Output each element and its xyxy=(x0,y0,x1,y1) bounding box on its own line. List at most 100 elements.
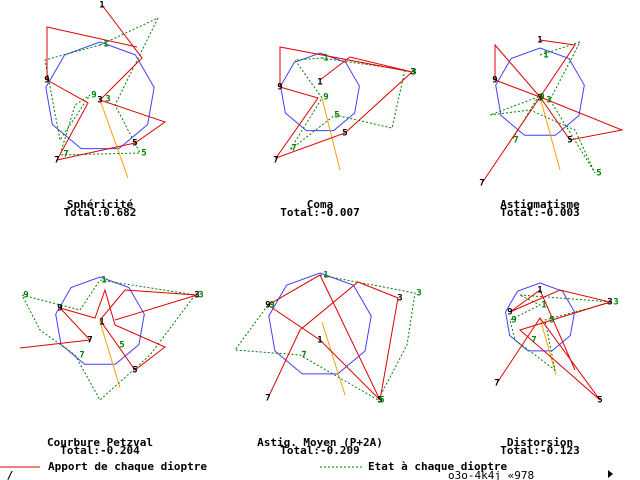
green-point-label: 5 xyxy=(334,111,339,121)
nonagon xyxy=(55,276,145,365)
green-point-label: 9 xyxy=(91,91,96,101)
green-point-label: 7 xyxy=(63,150,68,160)
green-point-label: 3 xyxy=(198,291,203,301)
orange-ray xyxy=(539,96,561,171)
nonagon xyxy=(280,52,360,132)
green-point-label: 1 xyxy=(101,276,106,286)
panel-title: Astigmatisme xyxy=(500,198,580,211)
panel-title: Distorsion xyxy=(507,436,573,449)
green-point-label: 7 xyxy=(513,136,518,146)
green-point-label: 1 xyxy=(543,51,548,61)
point-label: 5 xyxy=(132,366,137,376)
point-label: 1 xyxy=(317,78,322,88)
green-point-label: 9 xyxy=(23,291,28,301)
legend-red-text: Apport de chaque dioptre xyxy=(48,460,207,473)
point-label: 5 xyxy=(132,139,137,149)
point-label: 3 xyxy=(194,291,199,301)
green-point-label: 5 xyxy=(379,396,384,406)
green-point-label: 3 xyxy=(613,298,618,308)
legend-green-text: Etat à chaque dioptre xyxy=(368,460,507,473)
panel-total: Total:-0.123 xyxy=(500,444,579,457)
point-label: 7 xyxy=(273,156,278,166)
green-point-label: 3 xyxy=(411,68,416,78)
green-path xyxy=(509,294,613,372)
point-label: 3 xyxy=(397,294,402,304)
green-path xyxy=(234,274,416,401)
point-label: 9 xyxy=(492,76,497,86)
green-point-label: 3 xyxy=(546,96,551,106)
point-label: 7 xyxy=(265,394,270,404)
green-point-label: 9 xyxy=(269,301,274,311)
green-point-label: 9 xyxy=(539,93,544,103)
orange-ray xyxy=(321,97,341,171)
point-label: 7 xyxy=(479,179,484,189)
green-point-label: 3 xyxy=(416,289,421,299)
panel-total: Total:0.682 xyxy=(64,206,137,219)
point-label: 5 xyxy=(567,136,572,146)
green-path xyxy=(489,41,596,174)
point-label: 5 xyxy=(342,129,347,139)
point-label: 3 xyxy=(537,94,542,104)
nonagon xyxy=(505,282,575,352)
point-label: 5 xyxy=(597,396,602,406)
red-path xyxy=(46,4,167,161)
green-point-label: 1 xyxy=(103,40,108,50)
point-label: 5 xyxy=(377,396,382,406)
nonagon xyxy=(495,47,585,136)
green-point-label: 5 xyxy=(549,316,554,326)
green-point-label: 9 xyxy=(511,316,516,326)
green-point-label: 7 xyxy=(291,144,296,154)
panel-total: Total:-0.209 xyxy=(280,444,359,457)
nonagon xyxy=(45,41,155,150)
red-path xyxy=(274,46,414,160)
point-label: 1 xyxy=(99,1,104,11)
orange-ray xyxy=(99,321,121,389)
green-point-label: 7 xyxy=(301,351,306,361)
point-label: 9 xyxy=(44,76,49,86)
green-point-label: 5 xyxy=(596,169,601,179)
status-code: o3o-4k4j «978 xyxy=(448,469,534,480)
red-path xyxy=(481,39,624,184)
green-path xyxy=(289,57,406,151)
red-path xyxy=(267,274,399,402)
green-path xyxy=(44,16,160,156)
point-label: 7 xyxy=(87,336,92,346)
point-label: 7 xyxy=(494,379,499,389)
point-label: 1 xyxy=(99,318,104,328)
panel-total: Total:-0.204 xyxy=(60,444,140,457)
point-label: 3 xyxy=(410,68,415,78)
green-point-label: 9 xyxy=(323,93,328,103)
panel-title: Courbure Petzval xyxy=(47,436,153,449)
arrow-icon[interactable] xyxy=(608,470,613,478)
panel-title: Astig. Moyen (P+2A) xyxy=(257,436,383,449)
nonagon xyxy=(268,272,372,375)
green-point-label: 1 xyxy=(541,301,546,311)
red-path xyxy=(496,289,612,401)
panel-total: Total:-0.003 xyxy=(500,206,579,219)
point-label: 9 xyxy=(277,83,282,93)
point-label: 1 xyxy=(537,286,542,296)
green-point-label: 1 xyxy=(323,271,328,281)
green-point-label: 5 xyxy=(141,149,146,159)
status-left: _/_ xyxy=(0,469,20,480)
point-label: 7 xyxy=(54,156,59,166)
green-point-label: 5 xyxy=(119,341,124,351)
green-point-label: 7 xyxy=(79,351,84,361)
point-label: 3 xyxy=(97,96,102,106)
point-label: 3 xyxy=(607,298,612,308)
panel-title: Coma xyxy=(307,198,334,211)
point-label: 9 xyxy=(57,304,62,314)
point-label: 1 xyxy=(537,36,542,46)
red-path xyxy=(19,288,198,371)
orange-ray xyxy=(99,99,129,179)
orange-ray xyxy=(321,321,346,396)
point-label: 9 xyxy=(265,301,270,311)
green-point-label: 1 xyxy=(323,54,328,64)
point-label: 9 xyxy=(507,308,512,318)
green-point-label: 3 xyxy=(105,95,110,105)
panel-title: Sphéricité xyxy=(67,198,134,211)
point-label: 1 xyxy=(317,336,322,346)
green-point-label: 7 xyxy=(531,336,536,346)
